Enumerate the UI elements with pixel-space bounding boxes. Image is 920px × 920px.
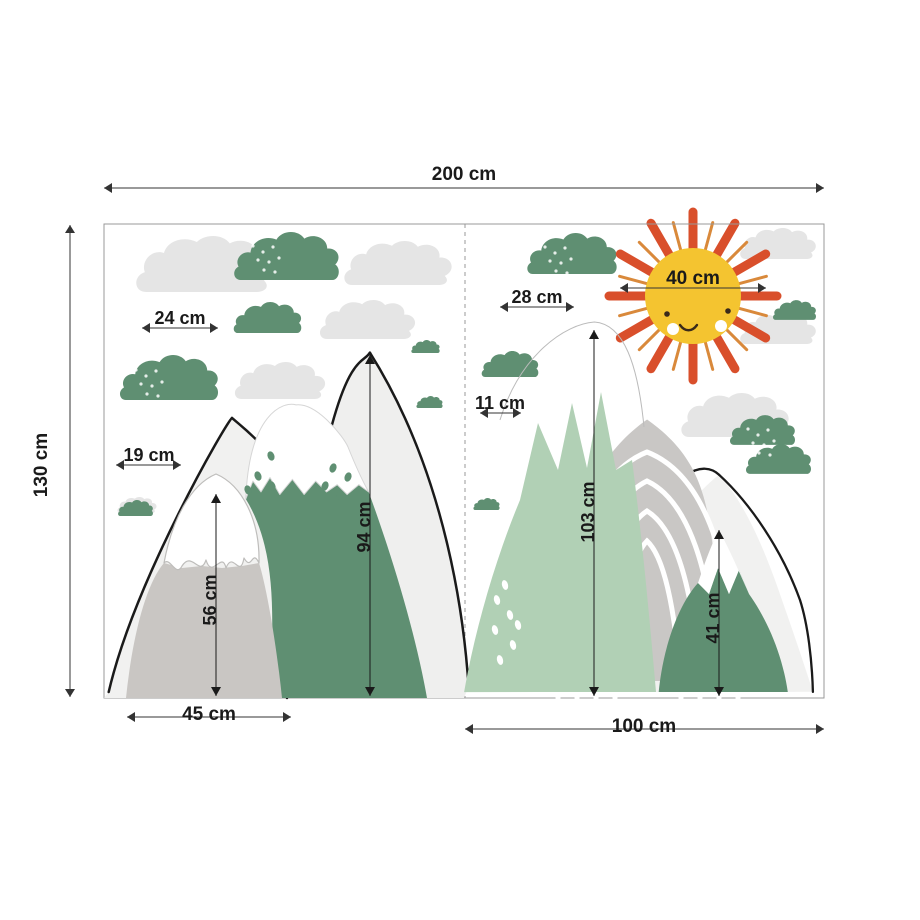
- svg-text:56 cm: 56 cm: [200, 574, 220, 625]
- svg-text:41 cm: 41 cm: [703, 592, 723, 643]
- svg-text:100 cm: 100 cm: [612, 716, 676, 737]
- svg-text:24 cm: 24 cm: [154, 308, 205, 328]
- svg-text:103 cm: 103 cm: [578, 481, 598, 542]
- svg-text:11 cm: 11 cm: [475, 393, 525, 413]
- svg-text:94 cm: 94 cm: [354, 501, 374, 552]
- svg-text:130 cm: 130 cm: [31, 433, 52, 497]
- svg-text:40 cm: 40 cm: [666, 268, 720, 289]
- svg-text:28 cm: 28 cm: [511, 287, 562, 307]
- svg-text:200 cm: 200 cm: [432, 164, 496, 185]
- svg-text:45 cm: 45 cm: [182, 704, 236, 725]
- svg-text:19 cm: 19 cm: [123, 445, 174, 465]
